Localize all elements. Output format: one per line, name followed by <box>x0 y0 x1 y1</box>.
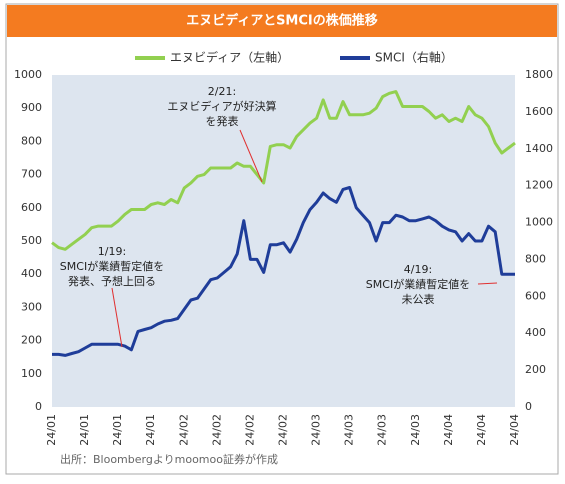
annotation: エヌビディアが好決算 <box>167 99 276 113</box>
chart-title: エヌビディアとSMCIの株価推移 <box>186 13 378 29</box>
annotation-leader <box>477 282 498 285</box>
annotation: 1/19: <box>98 245 126 258</box>
y-tick-label: 1000 <box>14 68 42 81</box>
y-tick-label: 700 <box>21 168 42 181</box>
y2-tick-label: 800 <box>525 252 546 265</box>
y-tick-label: 900 <box>21 101 42 114</box>
y2-tick-label: 600 <box>525 289 546 302</box>
x-tick-label: 24/02 <box>177 414 190 446</box>
annotation: 発表、予想上回る <box>68 274 156 288</box>
y-tick-label: 0 <box>35 400 42 413</box>
y-tick-label: 100 <box>21 367 42 380</box>
annotation: 未公表 <box>402 292 435 306</box>
y2-tick-label: 0 <box>525 400 532 413</box>
annotation: を発表 <box>206 114 239 128</box>
title-bar <box>7 5 557 37</box>
y-tick-label: 600 <box>21 201 42 214</box>
x-tick-label: 24/03 <box>310 414 323 446</box>
x-tick-label: 24/01 <box>78 414 91 446</box>
plot-area <box>52 75 515 407</box>
y-tick-label: 300 <box>21 300 42 313</box>
x-tick-label: 24/01 <box>111 414 124 446</box>
x-tick-label: 24/02 <box>277 414 290 446</box>
y2-tick-label: 1200 <box>525 179 553 192</box>
annotation: 4/19: <box>404 263 432 276</box>
x-tick-label: 24/04 <box>442 414 455 446</box>
y-tick-label: 400 <box>21 267 42 280</box>
y2-tick-label: 1800 <box>525 68 553 81</box>
y2-tick-label: 1000 <box>525 216 553 229</box>
line-series <box>51 90 516 251</box>
annotation-leader <box>111 287 123 348</box>
y2-tick-label: 1600 <box>525 105 553 118</box>
y-tick-label: 800 <box>21 134 42 147</box>
legend-label: エヌビディア（左軸） <box>170 50 289 65</box>
y2-tick-label: 400 <box>525 326 546 339</box>
line-series <box>52 186 515 357</box>
x-tick-label: 24/01 <box>45 414 58 446</box>
annotation: SMCIが業績暫定値を <box>60 259 164 273</box>
x-tick-label: 24/04 <box>475 414 488 446</box>
y-tick-label: 200 <box>21 334 42 347</box>
annotation: 2/21: <box>208 85 236 98</box>
legend-label: SMCI（右軸） <box>375 50 453 65</box>
y-tick-label: 500 <box>21 234 42 247</box>
annotation-leader <box>239 129 263 183</box>
x-tick-label: 24/03 <box>343 414 356 446</box>
x-tick-label: 24/03 <box>376 414 389 446</box>
annotation: SMCIが業績暫定値を <box>366 277 470 291</box>
x-tick-label: 24/01 <box>144 414 157 446</box>
x-tick-label: 24/02 <box>243 414 256 446</box>
source: 出所：Bloombergよりmoomoo証券が作成 <box>60 452 278 466</box>
x-tick-label: 24/04 <box>508 414 521 446</box>
x-tick-label: 24/03 <box>409 414 422 446</box>
x-tick-label: 24/02 <box>210 414 223 446</box>
y2-tick-label: 1400 <box>525 142 553 155</box>
y2-tick-label: 200 <box>525 363 546 376</box>
